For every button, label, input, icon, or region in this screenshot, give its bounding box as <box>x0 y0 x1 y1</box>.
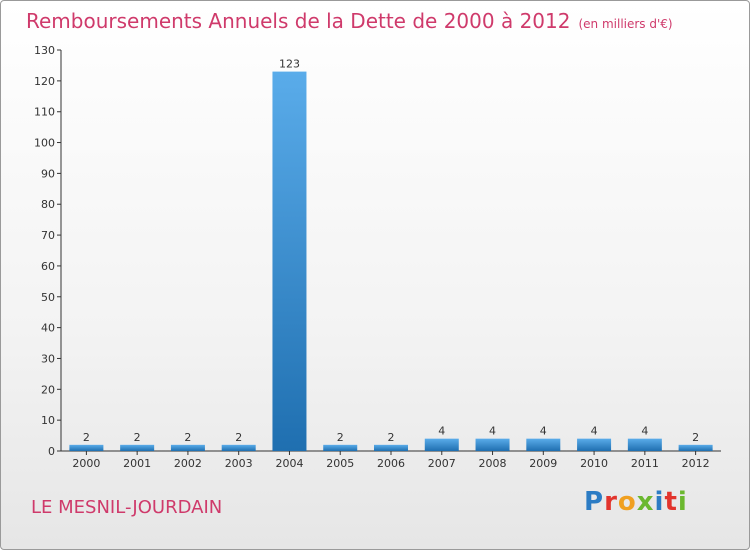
logo-letter: o <box>617 487 637 517</box>
x-tick-label: 2000 <box>72 457 100 470</box>
x-tick-label: 2001 <box>123 457 151 470</box>
bar-2004 <box>272 71 307 451</box>
logo-letter: t <box>664 487 678 517</box>
bar-2007 <box>424 438 459 451</box>
bar-value-label: 2 <box>388 431 395 444</box>
bar-value-label: 2 <box>692 431 699 444</box>
y-tick-label: 20 <box>41 383 55 396</box>
y-tick-label: 40 <box>41 322 55 335</box>
y-tick-label: 30 <box>41 352 55 365</box>
bar-value-label: 2 <box>337 431 344 444</box>
x-tick-label: 2004 <box>275 457 303 470</box>
x-tick-label: 2003 <box>225 457 253 470</box>
bar-2010 <box>577 438 612 451</box>
chart-unit: (en milliers d'€) <box>578 17 673 31</box>
y-tick-label: 50 <box>41 291 55 304</box>
logo-letter: r <box>604 487 618 517</box>
proxiti-logo: Proxiti <box>584 487 688 517</box>
x-tick-label: 2002 <box>174 457 202 470</box>
x-tick-label: 2005 <box>326 457 354 470</box>
y-tick-label: 70 <box>41 229 55 242</box>
bar-value-label: 4 <box>489 425 496 438</box>
x-tick-label: 2007 <box>428 457 456 470</box>
commune-name: LE MESNIL-JOURDAIN <box>31 497 223 518</box>
y-tick-label: 10 <box>41 414 55 427</box>
bar-2006 <box>374 444 408 451</box>
logo-letter: i <box>677 487 688 517</box>
bar-2001 <box>120 444 155 451</box>
x-tick-label: 2011 <box>631 457 659 470</box>
x-tick-label: 2009 <box>529 457 557 470</box>
bar-value-label: 4 <box>641 425 648 438</box>
bar-value-label: 2 <box>184 431 191 444</box>
logo-letter: P <box>584 487 605 517</box>
bar-2005 <box>323 444 358 451</box>
x-tick-label: 2008 <box>479 457 507 470</box>
bar-2003 <box>221 444 256 451</box>
bar-value-label: 2 <box>235 431 242 444</box>
bar-2002 <box>170 444 205 451</box>
y-tick-label: 120 <box>34 75 55 88</box>
y-tick-label: 100 <box>34 137 55 150</box>
bar-2008 <box>475 438 510 451</box>
chart-title-text: Remboursements Annuels de la Dette de 20… <box>26 9 571 33</box>
logo-letter: i <box>654 487 665 517</box>
bar-value-label: 2 <box>83 431 90 444</box>
x-tick-label: 2006 <box>377 457 405 470</box>
bar-2012 <box>678 444 713 451</box>
bar-2009 <box>526 438 561 451</box>
bar-value-label: 4 <box>438 425 445 438</box>
y-tick-label: 130 <box>34 44 55 57</box>
bar-value-label: 123 <box>279 58 300 71</box>
bar-value-label: 2 <box>134 431 141 444</box>
y-tick-label: 110 <box>34 106 55 119</box>
bar-value-label: 4 <box>540 425 547 438</box>
bar-2011 <box>627 438 662 451</box>
bar-2000 <box>69 444 104 451</box>
y-tick-label: 60 <box>41 260 55 273</box>
chart-title: Remboursements Annuels de la Dette de 20… <box>26 9 673 33</box>
y-tick-label: 0 <box>48 445 55 458</box>
y-tick-label: 90 <box>41 167 55 180</box>
bar-value-label: 4 <box>591 425 598 438</box>
x-tick-label: 2010 <box>580 457 608 470</box>
logo-letter: x <box>636 487 655 517</box>
y-tick-label: 80 <box>41 198 55 211</box>
x-tick-label: 2012 <box>682 457 710 470</box>
